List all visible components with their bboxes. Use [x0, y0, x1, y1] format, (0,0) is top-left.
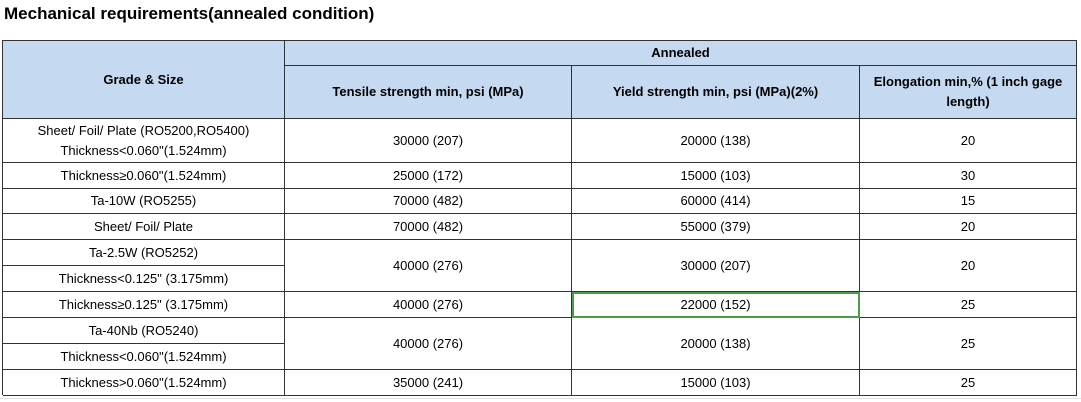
header-cell: Elongation min,% (1 inch gage length) [860, 66, 1077, 119]
tensile-text: 30000 (207) [392, 132, 464, 148]
elongation-text: 20 [960, 257, 976, 273]
tensile-text: 40000 (276) [392, 296, 464, 312]
grade-text: Ta-2.5W (RO5252) [88, 244, 199, 260]
header-cell: Annealed [285, 41, 1077, 66]
tensile-text: 25000 (172) [392, 167, 464, 183]
yield-cell: 22000 (152) [572, 292, 860, 318]
header-cell: Yield strength min, psi (MPa)(2%) [572, 66, 860, 119]
elongation-text: 30 [960, 167, 976, 183]
grade-cell: Ta-2.5W (RO5252) [3, 240, 285, 266]
tensile-text: 40000 (276) [392, 257, 464, 273]
header-text: Annealed [651, 45, 710, 60]
header-cell: Tensile strength min, psi (MPa) [285, 66, 572, 119]
yield-cell: 30000 (207) [572, 240, 860, 292]
tensile-text: 70000 (482) [392, 193, 464, 208]
grade-cell: Thickness<0.060"(1.524mm) [3, 344, 285, 370]
elongation-text: 20 [960, 132, 976, 148]
tensile-text: 35000 (241) [392, 374, 464, 390]
tensile-cell: 25000 (172) [285, 163, 572, 189]
elongation-cell: 25 [860, 292, 1077, 318]
tensile-cell: 30000 (207) [285, 119, 572, 163]
yield-text: 20000 (138) [680, 335, 751, 351]
grade-text: Thickness≥0.125" (3.175mm) [58, 296, 229, 312]
yield-text: 15000 (103) [680, 167, 751, 183]
grade-text: Thickness<0.060"(1.524mm) [60, 142, 227, 158]
grade-cell: Thickness<0.125" (3.175mm) [3, 266, 285, 292]
grade-cell: Thickness>0.060"(1.524mm) [3, 370, 285, 396]
grade-cell: Sheet/ Foil/ Plate (RO5200,RO5400) Thickn… [3, 119, 285, 163]
grade-cell: Thickness≥0.125" (3.175mm) [3, 292, 285, 318]
grade-text: Thickness<0.060"(1.524mm) [60, 348, 227, 364]
grade-text: Ta-40Nb (RO5240) [88, 322, 199, 338]
yield-text: 20000 (138) [680, 132, 751, 148]
yield-text: 55000 (379) [680, 218, 751, 234]
header-text: Tensile strength min, psi (MPa) [332, 84, 524, 99]
elongation-cell: 20 [860, 214, 1077, 240]
yield-text: 15000 (103) [680, 374, 751, 390]
grade-text: Sheet/ Foil/ Plate (RO5200,RO5400) [37, 122, 250, 138]
grade-cell: Ta-10W (RO5255) [3, 189, 285, 214]
elongation-text: 25 [960, 296, 976, 312]
yield-text: 60000 (414) [680, 193, 751, 208]
yield-cell: 15000 (103) [572, 370, 860, 396]
tensile-cell: 40000 (276) [285, 240, 572, 292]
tensile-cell: 40000 (276) [285, 318, 572, 370]
yield-cell: 15000 (103) [572, 163, 860, 189]
elongation-cell: 25 [860, 370, 1077, 396]
sheet-title: Mechanical requirements(annealed conditi… [4, 4, 375, 23]
grade-cell: Ta-40Nb (RO5240) [3, 318, 285, 344]
elongation-cell: 20 [860, 119, 1077, 163]
elongation-cell: 20 [860, 240, 1077, 292]
elongation-cell: 25 [860, 318, 1077, 370]
grade-cell: Sheet/ Foil/ Plate [3, 214, 285, 240]
header-text: Yield strength min, psi (MPa)(2%) [612, 84, 819, 99]
grade-text: Sheet/ Foil/ Plate [94, 218, 193, 234]
grade-text: Ta-10W (RO5255) [90, 193, 197, 208]
table: Grade & Size Annealed Tensile strength min… [2, 40, 1077, 396]
grade-text: Thickness>0.060"(1.524mm) [60, 374, 227, 390]
yield-cell: 60000 (414) [572, 189, 860, 214]
grade-text: Thickness<0.125" (3.175mm) [58, 270, 229, 286]
header-text: Elongation min,% (1 inch gage length) [873, 74, 1063, 109]
yield-cell: 55000 (379) [572, 214, 860, 240]
elongation-cell: 30 [860, 163, 1077, 189]
tensile-cell: 70000 (482) [285, 189, 572, 214]
elongation-cell: 15 [860, 189, 1077, 214]
tensile-cell: 40000 (276) [285, 292, 572, 318]
grade-cell: Thickness≥0.060"(1.524mm) [3, 163, 285, 189]
header-cell: Grade & Size [3, 41, 285, 119]
tensile-cell: 35000 (241) [285, 370, 572, 396]
header-text: Grade & Size [103, 71, 184, 87]
elongation-text: 15 [960, 193, 976, 208]
tensile-cell: 70000 (482) [285, 214, 572, 240]
tensile-text: 40000 (276) [392, 335, 464, 351]
yield-cell: 20000 (138) [572, 318, 860, 370]
grade-text: Thickness≥0.060"(1.524mm) [60, 167, 227, 183]
yield-cell: 20000 (138) [572, 119, 860, 163]
elongation-text: 25 [960, 374, 976, 390]
tensile-text: 70000 (482) [392, 218, 464, 234]
yield-text: 22000 (152) [680, 296, 751, 312]
elongation-text: 25 [960, 335, 976, 351]
elongation-text: 20 [960, 218, 976, 234]
yield-text: 30000 (207) [680, 257, 751, 273]
sheet-gridline [0, 398, 1081, 399]
